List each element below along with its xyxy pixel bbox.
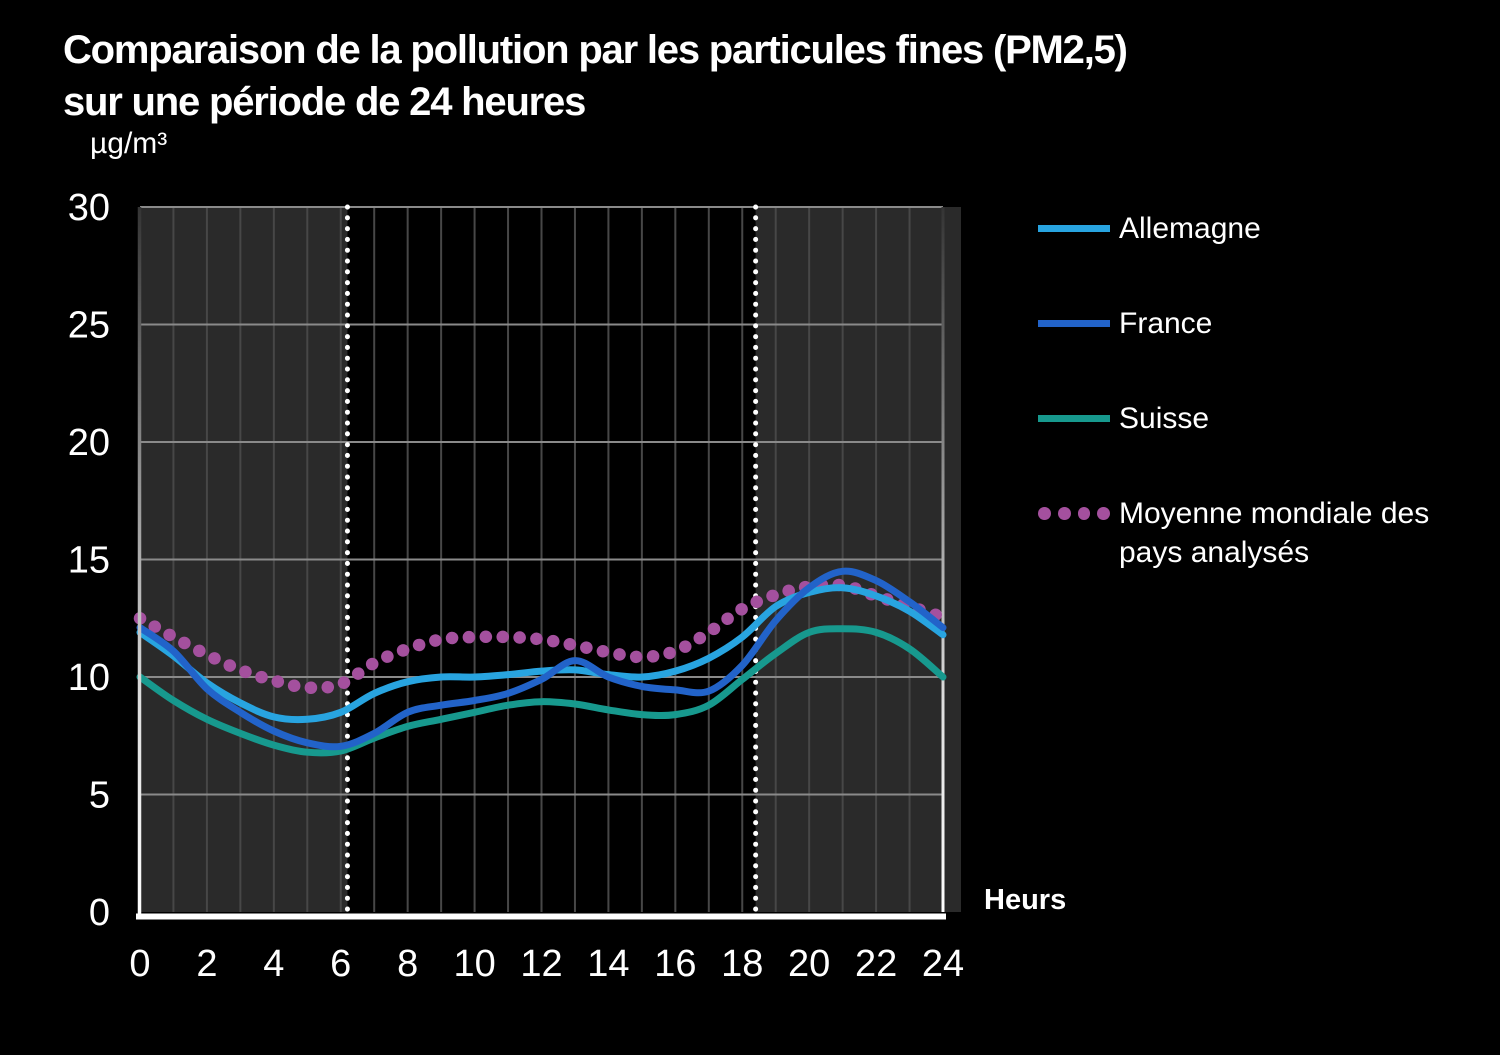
legend-label-moyenne-line1: Moyenne mondiale des (1119, 497, 1430, 530)
x-tick-label: 18 (721, 943, 763, 985)
series-line-france (136, 567, 947, 751)
x-tick-label: 8 (397, 943, 418, 985)
legend-dot-icon (1097, 507, 1110, 520)
y-tick-label: 20 (68, 422, 110, 464)
x-tick-label: 24 (922, 943, 964, 985)
y-tick-label: 30 (68, 187, 110, 229)
x-axis-label: Heurs (984, 884, 1067, 916)
legend-label-moyenne-line2: pays analysés (1119, 536, 1310, 569)
x-tick-label: 0 (129, 943, 150, 985)
legend-line-swatch-france (1038, 320, 1110, 327)
legend-label-france: France (1119, 307, 1213, 340)
x-tick-label: 22 (855, 943, 897, 985)
legend-line-swatch-allemagne (1038, 225, 1110, 232)
legend-dot-icon (1057, 507, 1071, 520)
legend-item-allemagne: Allemagne (1038, 209, 1429, 248)
legend-item-france: France (1038, 304, 1429, 343)
legend-dot-icon (1077, 507, 1091, 520)
x-tick-label: 2 (196, 943, 217, 985)
y-tick-label: 15 (68, 540, 110, 582)
x-tick-label: 4 (263, 943, 284, 985)
y-tick-label: 5 (89, 775, 110, 817)
legend-label-moyenne: Moyenne mondiale des pays analysés (1119, 494, 1429, 572)
y-tick-label: 0 (89, 892, 110, 934)
y-tick-label: 25 (68, 305, 110, 347)
legend-item-moyenne-mondiale: Moyenne mondiale des pays analysés (1038, 494, 1429, 572)
x-tick-label: 6 (330, 943, 351, 985)
legend-item-suisse: Suisse (1038, 399, 1429, 438)
chart-title-line2: sur une période de 24 heures (63, 80, 586, 124)
series-line-suisse (136, 625, 947, 757)
x-tick-label: 14 (587, 943, 629, 985)
legend-dot-icon (1038, 507, 1051, 520)
y-tick-label: 10 (68, 657, 110, 699)
chart-title: Comparaison de la pollution par les part… (63, 24, 1128, 128)
x-tick-label: 16 (654, 943, 696, 985)
series-line-allemagne (136, 584, 947, 724)
chart-title-line1: Comparaison de la pollution par les part… (63, 28, 1128, 72)
x-tick-label: 10 (453, 943, 495, 985)
legend: Allemagne France Suisse Moyenne mondiale… (1038, 209, 1429, 572)
y-axis-unit-label: µg/m³ (90, 127, 168, 160)
x-tick-label: 20 (788, 943, 830, 985)
x-tick-label: 12 (520, 943, 562, 985)
legend-dots-swatch-moyenne (1038, 507, 1110, 520)
legend-label-allemagne: Allemagne (1119, 212, 1261, 245)
legend-line-swatch-suisse (1038, 415, 1110, 422)
legend-label-suisse: Suisse (1119, 402, 1210, 435)
